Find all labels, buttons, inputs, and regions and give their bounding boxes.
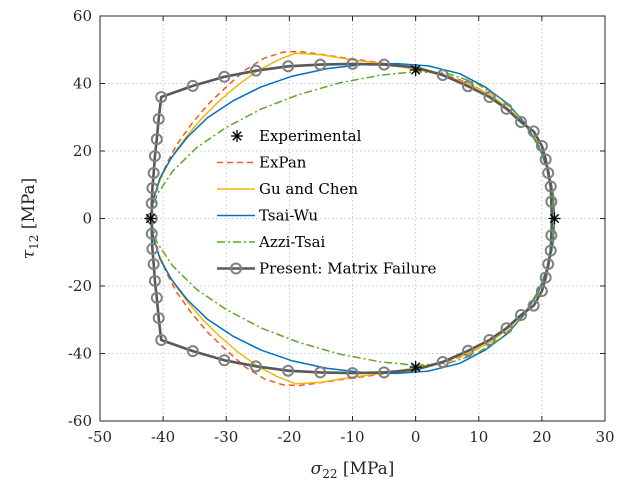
legend-item-tsai-wu: Tsai-Wu: [217, 207, 318, 225]
axes: [99, 15, 606, 422]
legend-label-tsai-wu: Tsai-Wu: [259, 207, 318, 225]
marker-present-matrix-failure: [527, 299, 540, 312]
marker-present-matrix-failure: [148, 274, 161, 287]
marker-present-matrix-failure: [148, 150, 161, 163]
legend-item-experimental: Experimental: [231, 127, 362, 145]
legend-label-gu-and-chen: Gu and Chen: [259, 180, 358, 198]
marker-present-matrix-failure: [186, 79, 199, 92]
series-layer: [144, 50, 561, 387]
y-axis-label: τ12 [MPa]: [19, 178, 41, 260]
x-tick-label: 20: [532, 428, 551, 446]
x-tick-label: -40: [151, 428, 175, 446]
marker-present-matrix-failure: [314, 366, 327, 379]
marker-experimental: [548, 212, 561, 225]
y-tick-label: 60: [73, 7, 92, 25]
marker-present-matrix-failure: [539, 153, 552, 166]
marker-present-matrix-failure: [218, 70, 231, 83]
marker-present-matrix-failure: [378, 58, 391, 71]
marker-present-matrix-failure: [282, 364, 295, 377]
x-tick-label: -50: [88, 428, 112, 446]
legend-item-present-matrix-failure: Present: Matrix Failure: [217, 260, 437, 278]
marker-present-matrix-failure: [152, 112, 165, 125]
marker-present-matrix-failure: [462, 344, 475, 357]
legend: Experimental ExPan Gu and Chen Tsai-Wu Azzi-…: [217, 127, 437, 278]
legend-symbol-experimental: [231, 130, 243, 142]
marker-present-matrix-failure: [155, 334, 168, 346]
y-tick-label: 20: [73, 142, 92, 160]
x-tick-label: -30: [214, 428, 238, 446]
marker-present-matrix-failure: [483, 334, 496, 346]
marker-present-matrix-failure: [150, 291, 163, 304]
marker-present-matrix-failure: [218, 354, 231, 367]
marker-present-matrix-failure: [544, 180, 557, 193]
marker-present-matrix-failure: [147, 258, 160, 271]
legend-item-gu-and-chen: Gu and Chen: [217, 180, 358, 198]
marker-experimental: [144, 212, 157, 225]
marker-present-matrix-failure: [249, 64, 262, 77]
grid: [100, 16, 605, 421]
legend-label-expan: ExPan: [259, 154, 307, 172]
marker-present-matrix-failure: [186, 345, 199, 358]
y-tick-label: 0: [82, 210, 92, 228]
x-tick-label: 10: [469, 428, 488, 446]
x-axis-label: σ22 [MPa]: [311, 459, 395, 481]
marker-present-matrix-failure: [147, 166, 160, 179]
x-tick-label: -10: [340, 428, 364, 446]
legend-marker-present-matrix-failure: [230, 262, 242, 275]
marker-present-matrix-failure: [500, 102, 513, 115]
marker-present-matrix-failure: [500, 322, 513, 335]
marker-present-matrix-failure: [145, 197, 158, 210]
marker-present-matrix-failure: [535, 285, 548, 298]
marker-present-matrix-failure: [155, 91, 168, 103]
marker-experimental: [409, 361, 422, 373]
x-tick-label: 0: [411, 428, 421, 446]
marker-present-matrix-failure: [146, 182, 159, 195]
marker-present-matrix-failure: [542, 258, 555, 271]
marker-present-matrix-failure: [535, 139, 548, 152]
marker-present-matrix-failure: [539, 271, 552, 284]
marker-present-matrix-failure: [515, 309, 528, 322]
marker-present-matrix-failure: [346, 57, 359, 70]
y-tick-label: -20: [68, 277, 92, 295]
marker-present-matrix-failure: [282, 60, 295, 73]
marker-present-matrix-failure: [314, 58, 327, 71]
marker-present-matrix-failure: [545, 195, 558, 208]
marker-experimental: [409, 64, 422, 76]
x-tick-label: 30: [595, 428, 614, 446]
marker-present-matrix-failure: [544, 244, 557, 257]
marker-present-matrix-failure: [378, 366, 391, 379]
legend-label-experimental: Experimental: [259, 127, 362, 145]
marker-present-matrix-failure: [146, 242, 159, 255]
marker-present-matrix-failure: [483, 91, 496, 103]
tick-labels: -50 -40 -30 -20 -10 0 10 20 30 -60 -40 -20 0 20 40 60: [68, 7, 615, 446]
marker-present-matrix-failure: [152, 312, 165, 325]
x-tick-label: -20: [277, 428, 301, 446]
marker-present-matrix-failure: [542, 166, 555, 179]
legend-item-expan: ExPan: [217, 154, 307, 172]
y-tick-label: 40: [73, 75, 92, 93]
legend-label-present-matrix-failure: Present: Matrix Failure: [259, 260, 437, 278]
marker-present-matrix-failure: [150, 133, 163, 146]
series-line-present-matrix-failure: [150, 62, 554, 375]
marker-present-matrix-failure: [527, 125, 540, 138]
marker-present-matrix-failure: [515, 115, 528, 128]
y-tick-label: -40: [68, 345, 92, 363]
legend-label-azzi-tsai: Azzi-Tsai: [258, 233, 326, 251]
y-tick-label: -60: [68, 412, 92, 430]
marker-present-matrix-failure: [436, 355, 449, 368]
marker-present-matrix-failure: [346, 367, 359, 380]
marker-present-matrix-failure: [545, 229, 558, 242]
marker-present-matrix-failure: [436, 69, 449, 82]
legend-item-azzi-tsai: Azzi-Tsai: [217, 233, 326, 251]
marker-present-matrix-failure: [249, 360, 262, 373]
marker-present-matrix-failure: [462, 80, 475, 93]
marker-present-matrix-failure: [145, 227, 158, 240]
